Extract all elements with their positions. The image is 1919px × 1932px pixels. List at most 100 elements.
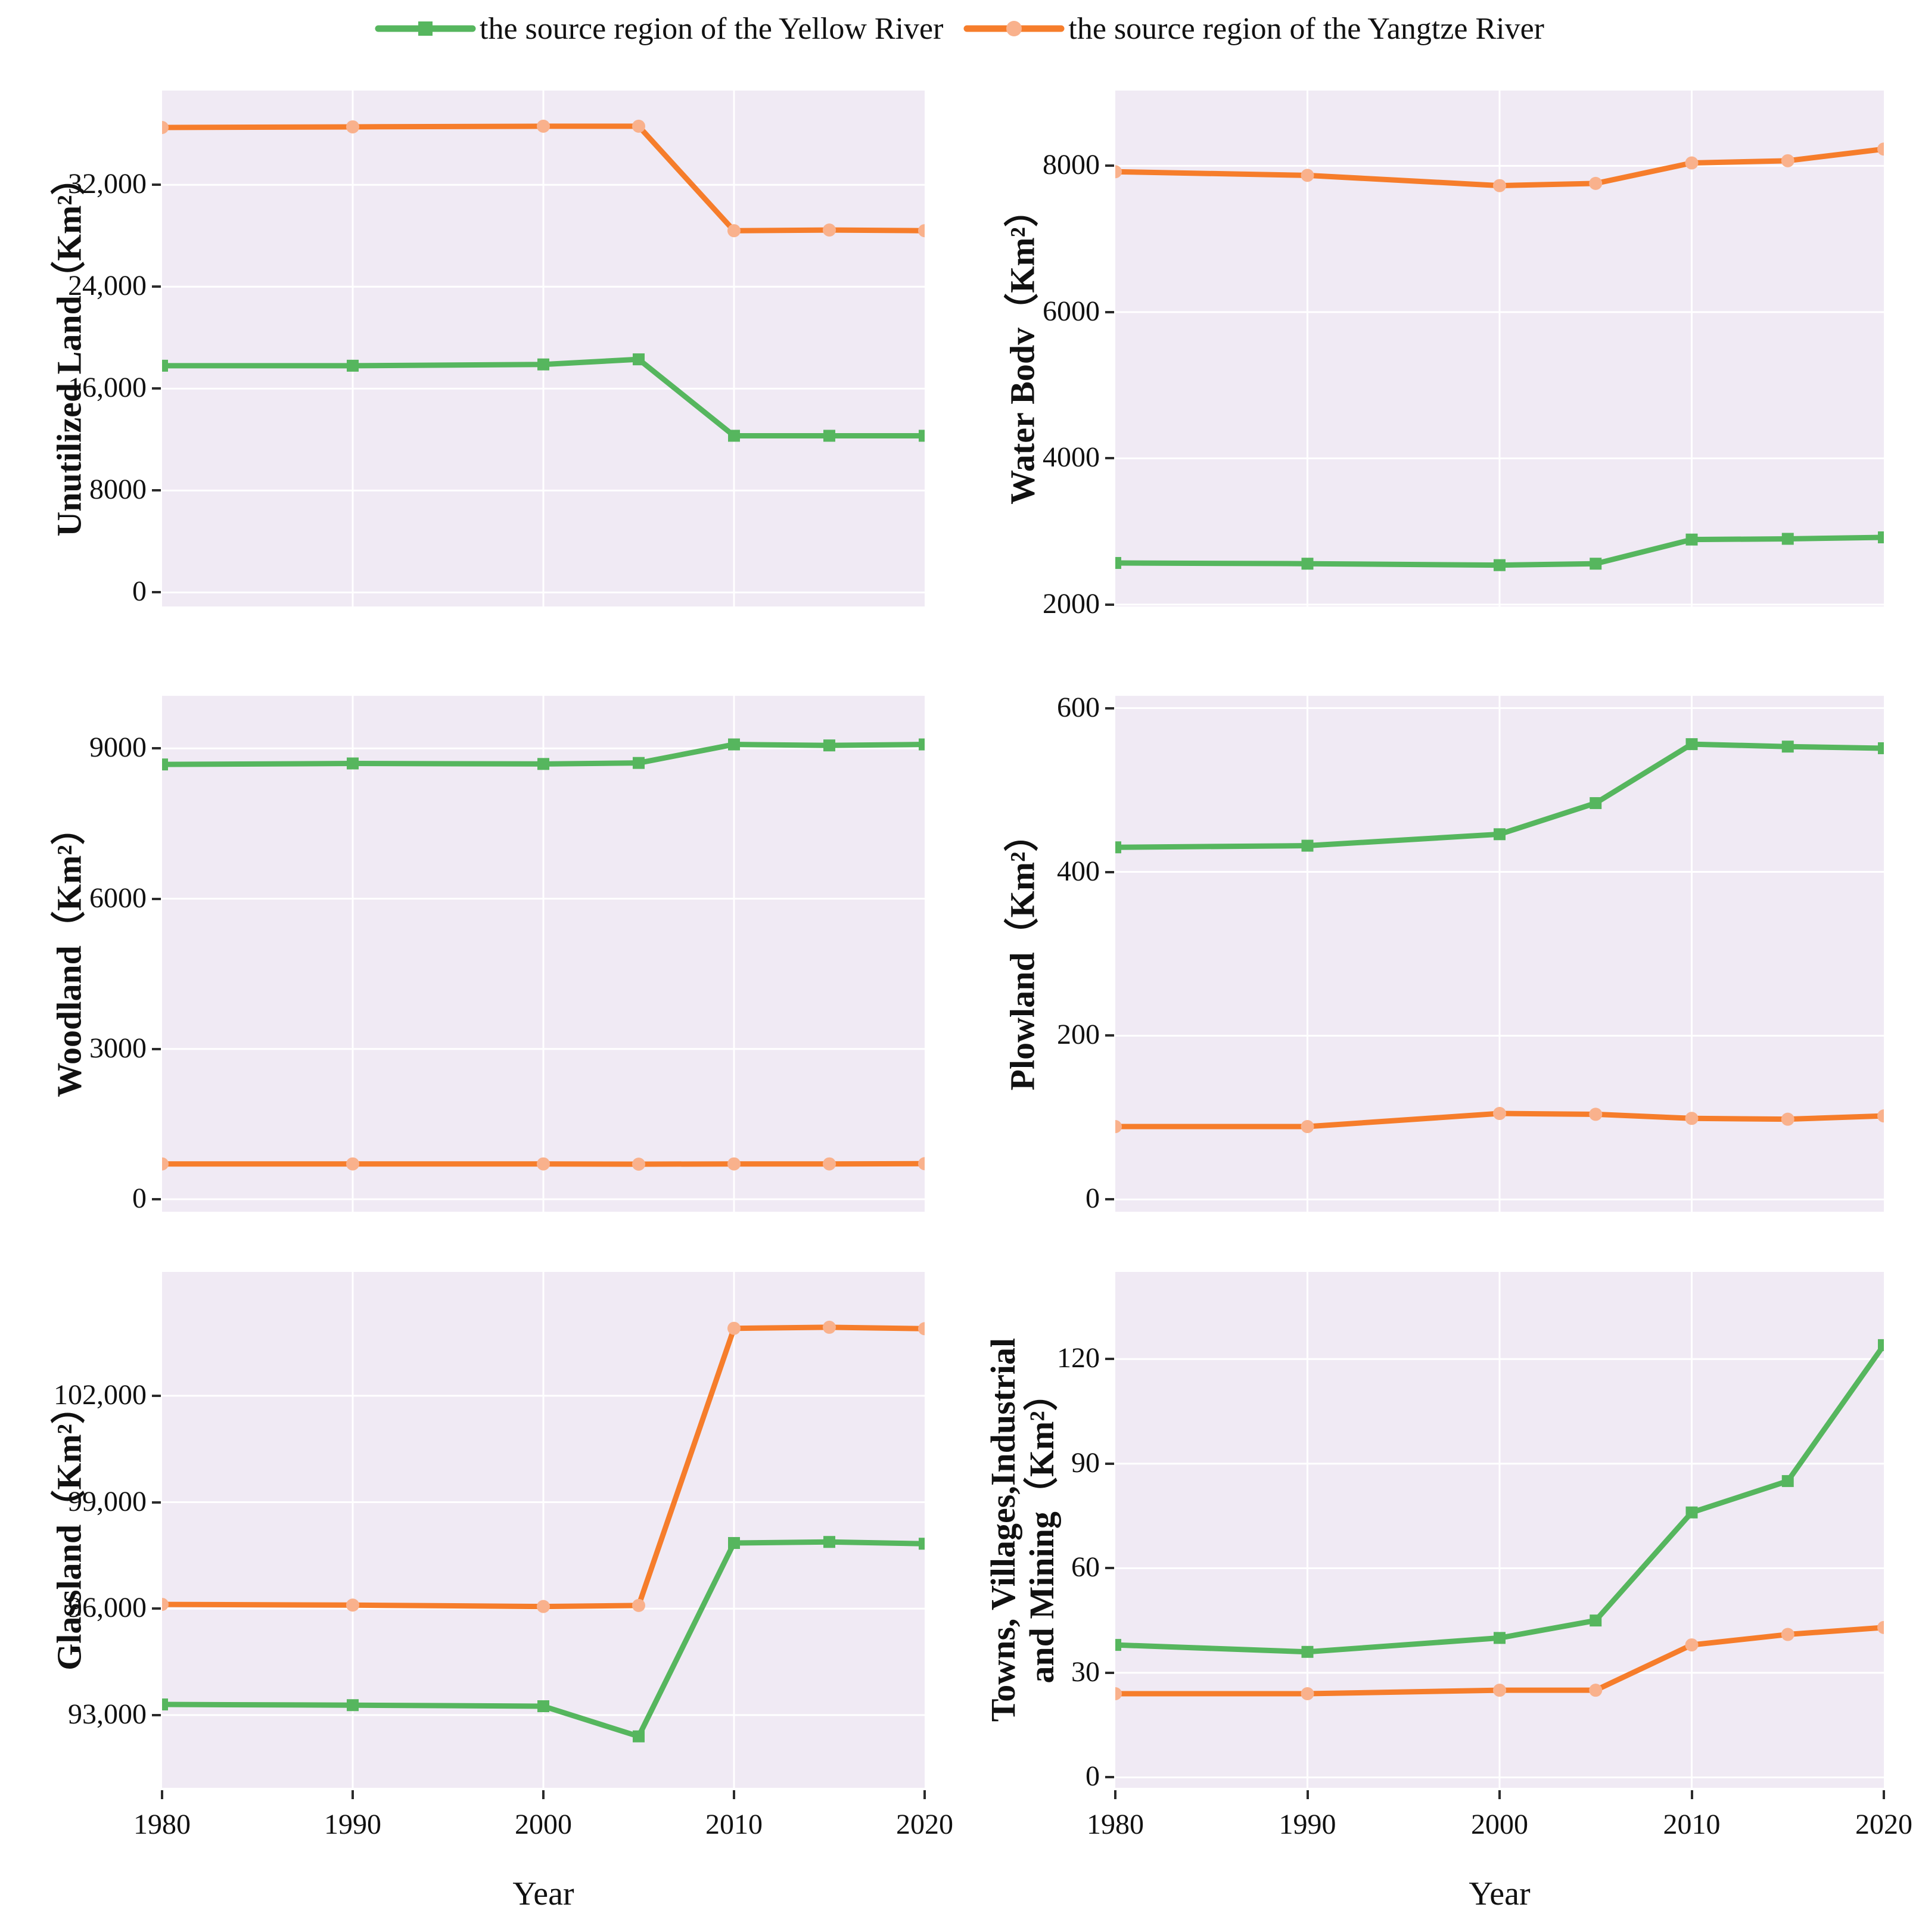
data-point-marker bbox=[1301, 169, 1314, 182]
chart-svg-water-body bbox=[1115, 91, 1884, 606]
data-point-marker bbox=[727, 1321, 741, 1335]
y-tick-label: 8000 bbox=[1043, 149, 1100, 181]
data-point-marker bbox=[1685, 1506, 1698, 1519]
data-point-marker bbox=[162, 758, 168, 771]
legend-swatch-yellow bbox=[375, 21, 476, 36]
data-point-marker bbox=[823, 1320, 836, 1334]
plot-area-unutilized-land bbox=[162, 91, 925, 606]
y-tick-mark bbox=[152, 183, 161, 186]
data-point-marker bbox=[537, 1700, 549, 1713]
data-point-marker bbox=[632, 1158, 645, 1171]
data-point-marker bbox=[823, 223, 836, 237]
data-point-marker bbox=[1301, 839, 1314, 852]
data-point-marker bbox=[162, 1698, 168, 1711]
y-tick-mark bbox=[1105, 1567, 1114, 1570]
x-tick-mark bbox=[161, 1790, 163, 1799]
data-point-marker bbox=[1301, 1687, 1314, 1701]
data-point-marker bbox=[537, 119, 550, 133]
data-point-marker bbox=[633, 353, 645, 366]
y-tick-mark bbox=[1105, 1776, 1114, 1779]
legend-label: the source region of the Yellow River bbox=[480, 11, 944, 46]
y-tick-label: 102,000 bbox=[54, 1379, 147, 1411]
x-tick-label: 2010 bbox=[705, 1809, 763, 1840]
y-axis-label-unutilized-land: Unutilized Land（Km²） bbox=[49, 160, 89, 537]
y-tick-mark bbox=[152, 591, 161, 594]
data-point-marker bbox=[1781, 1475, 1794, 1488]
y-tick-mark bbox=[152, 747, 161, 750]
data-point-marker bbox=[728, 738, 740, 751]
data-point-marker bbox=[918, 1322, 925, 1336]
data-point-marker bbox=[1878, 1339, 1884, 1351]
x-tick-mark bbox=[1690, 1790, 1693, 1799]
data-point-marker bbox=[1115, 165, 1122, 179]
data-point-marker bbox=[728, 1537, 740, 1550]
y-tick-mark bbox=[1105, 870, 1114, 873]
y-tick-label: 600 bbox=[1057, 691, 1100, 723]
y-axis-label-line: Towns, Villages,Industrial bbox=[984, 1337, 1023, 1722]
data-point-marker bbox=[1685, 156, 1699, 170]
data-point-marker bbox=[919, 1538, 925, 1550]
data-point-marker bbox=[1685, 533, 1698, 546]
x-tick-label: 2000 bbox=[515, 1809, 572, 1840]
x-tick-mark bbox=[1883, 1790, 1885, 1799]
x-tick-label: 1990 bbox=[1279, 1809, 1336, 1840]
y-tick-mark bbox=[152, 285, 161, 288]
legend-label: the source region of the Yangtze River bbox=[1068, 11, 1544, 46]
y-tick-label: 93,000 bbox=[68, 1698, 147, 1730]
y-tick-mark bbox=[1105, 1358, 1114, 1361]
data-point-marker bbox=[1877, 1620, 1884, 1634]
data-point-marker bbox=[162, 1157, 169, 1171]
y-tick-mark bbox=[152, 1607, 161, 1610]
y-tick-mark bbox=[1105, 1462, 1114, 1465]
data-point-marker bbox=[1494, 828, 1506, 841]
plot-area-glassland bbox=[162, 1272, 925, 1788]
data-point-marker bbox=[1301, 558, 1314, 570]
plot-area-woodland bbox=[162, 696, 925, 1212]
x-tick-label: 1990 bbox=[324, 1809, 381, 1840]
y-tick-label: 8000 bbox=[89, 474, 147, 506]
data-point-marker bbox=[1685, 738, 1698, 751]
data-point-marker bbox=[1590, 1614, 1602, 1627]
data-point-marker bbox=[1878, 742, 1884, 754]
x-tick-label: 2020 bbox=[896, 1809, 953, 1840]
data-point-marker bbox=[162, 121, 169, 135]
y-tick-mark bbox=[1105, 310, 1114, 313]
data-point-marker bbox=[1781, 741, 1794, 753]
data-point-marker bbox=[1493, 1684, 1506, 1697]
y-tick-mark bbox=[152, 1197, 161, 1200]
y-tick-mark bbox=[1105, 1671, 1114, 1674]
data-point-marker bbox=[1877, 142, 1884, 156]
data-point-marker bbox=[727, 1157, 741, 1171]
y-tick-label: 0 bbox=[132, 1182, 147, 1214]
data-point-marker bbox=[918, 1157, 925, 1171]
y-tick-mark bbox=[152, 1713, 161, 1716]
data-point-marker bbox=[1494, 1632, 1506, 1644]
y-axis-label-glassland: Glassland（Km²） bbox=[50, 1389, 89, 1670]
data-point-marker bbox=[1590, 558, 1602, 570]
y-axis-label-line: Woodland（Km²） bbox=[49, 810, 89, 1097]
y-tick-label: 0 bbox=[1086, 1183, 1100, 1215]
chart-svg-woodland bbox=[162, 696, 925, 1212]
data-point-marker bbox=[1589, 1107, 1603, 1121]
y-tick-mark bbox=[152, 489, 161, 492]
data-point-marker bbox=[919, 430, 925, 442]
x-tick-label: 2010 bbox=[1663, 1809, 1721, 1840]
y-tick-label: 24,000 bbox=[68, 270, 147, 302]
y-tick-label: 0 bbox=[132, 575, 147, 608]
y-tick-label: 32,000 bbox=[68, 168, 147, 200]
y-tick-label: 90 bbox=[1071, 1446, 1100, 1479]
data-point-marker bbox=[1685, 1638, 1699, 1652]
data-point-marker bbox=[1301, 1645, 1314, 1658]
x-tick-label: 2000 bbox=[1471, 1809, 1528, 1840]
data-point-marker bbox=[1878, 531, 1884, 544]
data-point-marker bbox=[727, 224, 741, 238]
y-tick-mark bbox=[1105, 1198, 1114, 1201]
x-tick-mark bbox=[733, 1790, 735, 1799]
y-axis-label-line: Unutilized Land（Km²） bbox=[49, 160, 89, 537]
x-tick-mark bbox=[1306, 1790, 1309, 1799]
data-point-marker bbox=[347, 757, 359, 770]
chart-svg-glassland bbox=[162, 1272, 925, 1788]
data-point-marker bbox=[347, 1699, 359, 1712]
x-tick-label: 2020 bbox=[1855, 1809, 1912, 1840]
x-tick-mark bbox=[352, 1790, 354, 1799]
